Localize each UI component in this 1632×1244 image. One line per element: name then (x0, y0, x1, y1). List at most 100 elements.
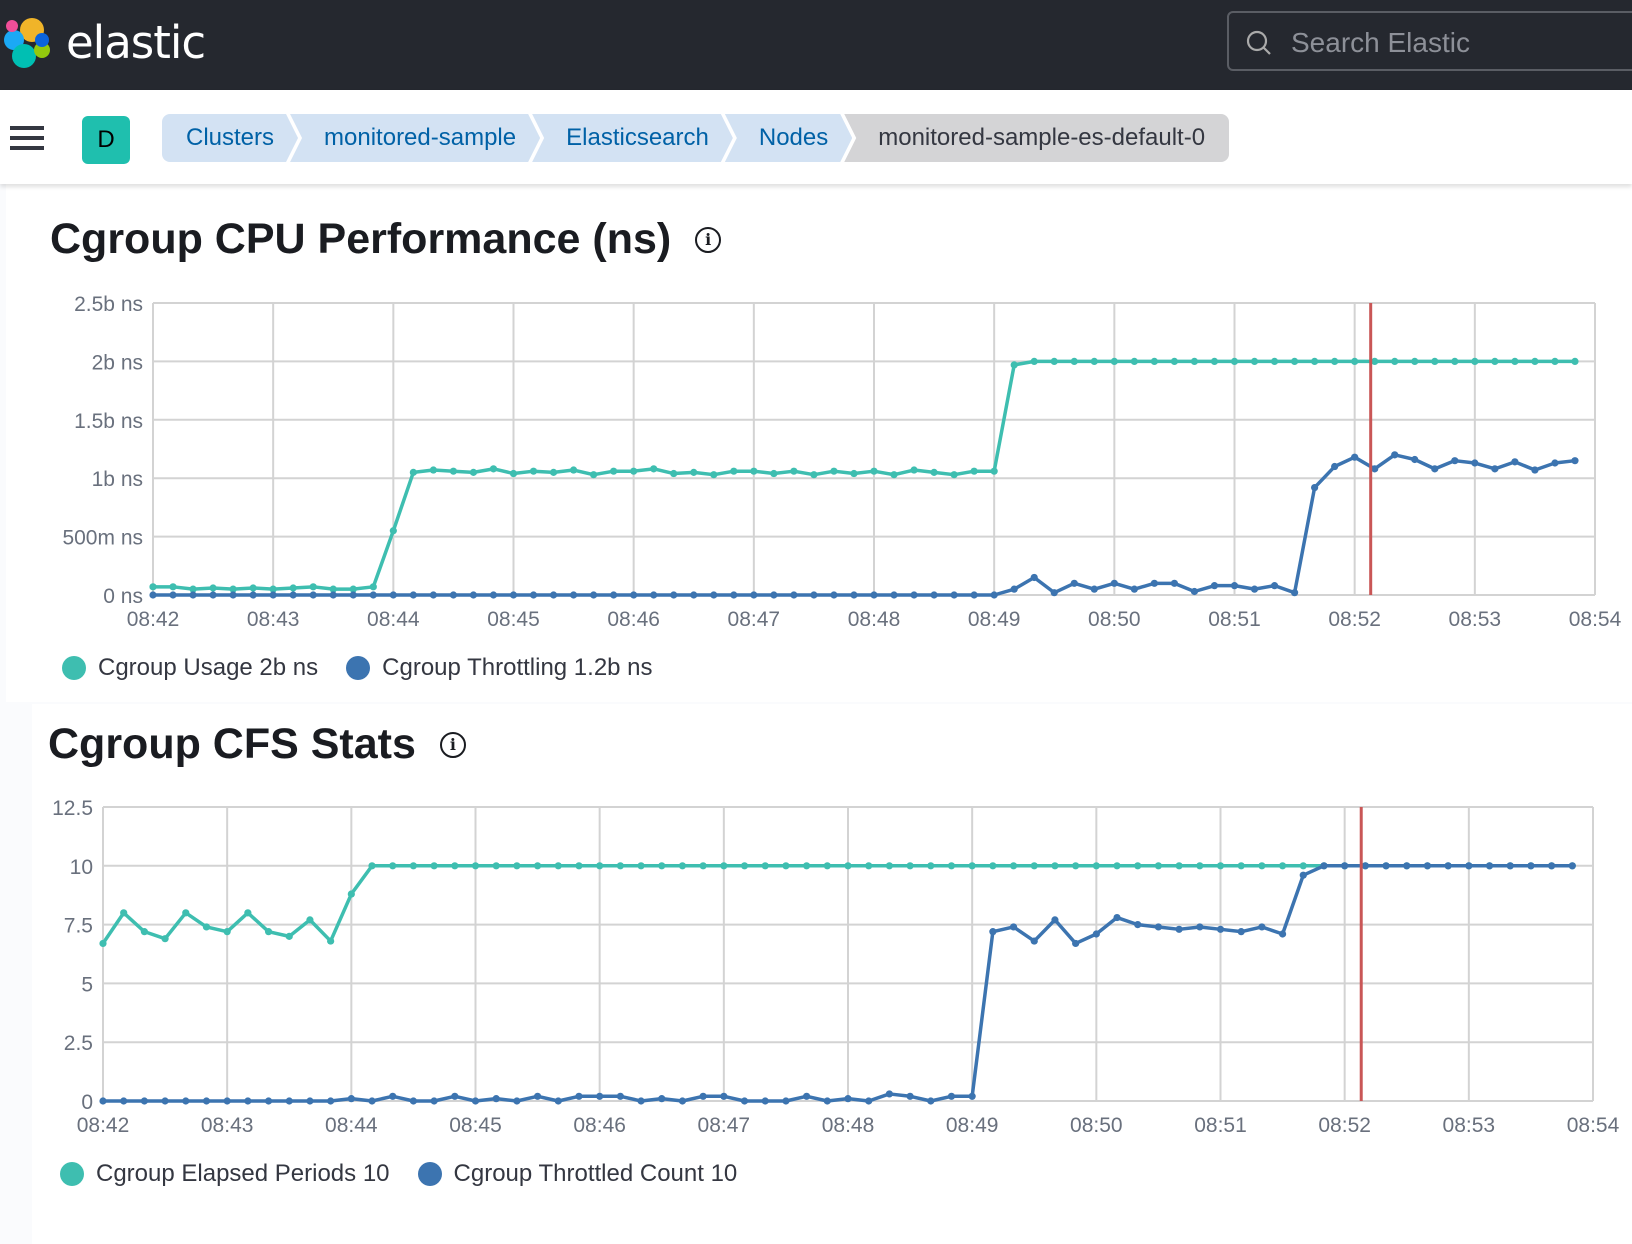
data-point (1531, 357, 1539, 365)
data-point (1506, 862, 1514, 870)
data-point (529, 591, 538, 599)
data-point (690, 468, 698, 476)
data-point (1030, 357, 1038, 365)
data-point (569, 466, 578, 474)
x-tick-label: 08:54 (1569, 608, 1622, 631)
data-point (449, 591, 458, 599)
breadcrumb-nodes[interactable]: Nodes (725, 114, 852, 162)
data-point (1270, 357, 1279, 365)
info-icon[interactable]: i (439, 731, 466, 758)
data-point (409, 591, 417, 599)
data-point (99, 1097, 107, 1105)
legend-item-throttling[interactable]: Cgroup Throttling 1.2b ns (346, 654, 653, 682)
y-tick-label: 10 (70, 856, 93, 879)
data-point (1551, 459, 1559, 467)
series-line-cgroup-throttling (153, 453, 1576, 597)
data-point (209, 591, 217, 599)
legend-item-usage[interactable]: Cgroup Usage 2b ns (62, 654, 318, 682)
data-point (906, 862, 914, 870)
cpu-panel (6, 184, 1632, 702)
breadcrumb-bar: D Clusters monitored-sample Elasticsearc… (0, 90, 1632, 184)
elastic-logo-icon[interactable] (2, 16, 52, 70)
data-point (269, 585, 277, 593)
data-point (650, 465, 658, 473)
x-tick-label: 08:50 (1070, 1114, 1123, 1137)
cpu-chart[interactable]: 0 ns 500m ns 1b ns 1.5b ns 2b ns 2.5b ns 08:42… (0, 280, 1632, 640)
data-point (451, 862, 459, 870)
data-point (720, 1092, 728, 1100)
data-point (803, 1092, 811, 1100)
data-point (368, 1097, 376, 1105)
legend-item-throttled-count[interactable]: Cgroup Throttled Count 10 (417, 1160, 737, 1188)
data-point (1230, 582, 1239, 590)
x-tick-label: 08:49 (968, 608, 1021, 631)
data-point (409, 1097, 418, 1105)
search-input[interactable]: Search Elastic (1227, 11, 1632, 71)
breadcrumb-current-node: monitored-sample-es-default-0 (844, 114, 1230, 162)
data-point (1551, 357, 1559, 365)
data-point (720, 862, 728, 870)
data-point (1051, 862, 1059, 870)
data-point (616, 862, 624, 870)
legend-dot-throttled (417, 1162, 442, 1186)
data-point (810, 471, 818, 479)
data-point (1491, 465, 1499, 473)
data-point (782, 862, 790, 870)
data-point (1113, 913, 1121, 922)
data-point (1030, 573, 1038, 582)
top-header: elastic Search Elastic (0, 0, 1632, 90)
data-point (950, 591, 958, 599)
breadcrumb-clusters[interactable]: Clusters (162, 114, 298, 162)
data-point (120, 1097, 128, 1105)
data-point (1030, 937, 1038, 945)
data-point (329, 591, 337, 599)
data-point (761, 1097, 769, 1105)
data-point (469, 591, 478, 599)
space-avatar[interactable]: D (82, 116, 130, 164)
y-tick-label: 1b ns (92, 468, 143, 491)
data-point (244, 909, 252, 917)
breadcrumb-cluster[interactable]: monitored-sample (290, 114, 540, 162)
data-point (590, 471, 598, 479)
breadcrumb-elasticsearch[interactable]: Elasticsearch (532, 114, 733, 162)
data-point (140, 928, 148, 936)
data-point (678, 1097, 687, 1105)
x-tick-label: 08:47 (728, 608, 781, 631)
data-point (1471, 459, 1479, 467)
data-point (1331, 357, 1339, 365)
data-point (1070, 357, 1078, 365)
data-point (1511, 458, 1519, 466)
legend-item-elapsed-periods[interactable]: Cgroup Elapsed Periods 10 (60, 1160, 390, 1188)
series-line-cgroup-elapsed-periods (101, 864, 1573, 945)
cfs-chart[interactable]: 0 2.5 5 7.5 10 12.5 08:42 08:43 08:44 08:45 08:46 0… (0, 785, 1632, 1145)
data-point (750, 467, 758, 475)
x-tick-label: 08:54 (1567, 1114, 1620, 1137)
cpu-chart-title-row: Cgroup CPU Performance (ns) i (50, 215, 722, 264)
data-point (513, 1097, 521, 1105)
data-point (99, 939, 107, 948)
x-tick-label: 08:44 (325, 1114, 378, 1137)
data-point (329, 585, 337, 593)
data-point (850, 469, 858, 478)
data-point (289, 584, 297, 592)
data-point (610, 591, 618, 599)
data-point (554, 862, 562, 870)
data-point (1258, 923, 1266, 931)
data-point (740, 862, 749, 870)
data-point (120, 909, 128, 917)
data-point (449, 467, 458, 475)
data-point (1237, 928, 1245, 936)
data-point (471, 1097, 480, 1105)
info-icon[interactable]: i (695, 226, 722, 253)
data-point (1210, 582, 1219, 590)
data-point (968, 862, 976, 870)
data-point (306, 1097, 314, 1105)
menu-icon[interactable] (10, 126, 44, 150)
data-point (927, 862, 935, 870)
data-point (670, 469, 678, 478)
data-point (761, 862, 769, 870)
x-tick-label: 08:51 (1208, 608, 1261, 631)
data-point (670, 591, 678, 599)
data-point (1465, 862, 1473, 870)
data-point (970, 467, 978, 475)
